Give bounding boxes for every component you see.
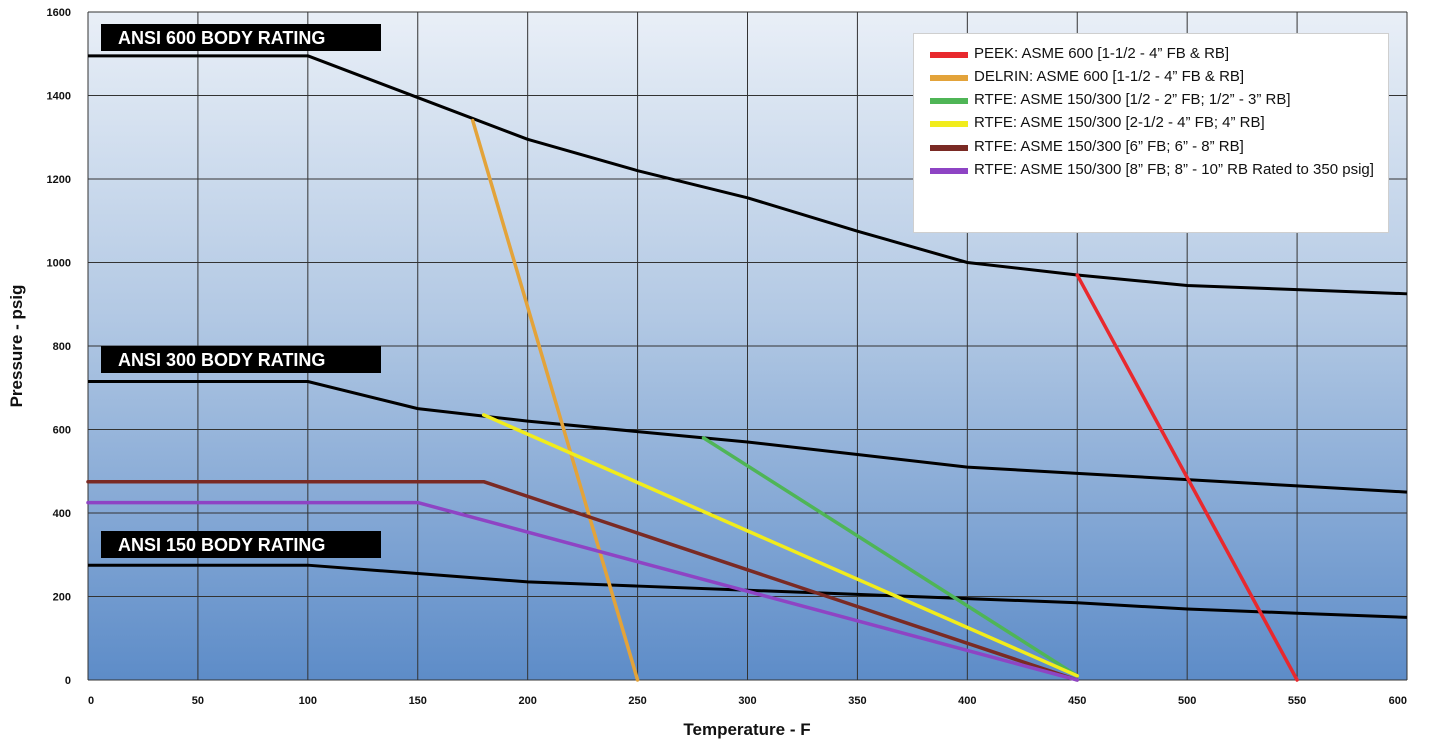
x-tick-label: 250 [628, 695, 646, 707]
y-tick-label: 0 [65, 675, 71, 687]
body-rating-label-box [101, 346, 381, 373]
legend-label: RTFE: ASME 150/300 [6” FB; 6” - 8” RB] [974, 138, 1244, 155]
series-line-1 [470, 118, 640, 682]
x-tick-label: 150 [409, 695, 427, 707]
legend-swatch [930, 168, 968, 174]
x-tick-label: 450 [1068, 695, 1086, 707]
y-tick-label: 1400 [47, 91, 71, 103]
legend-swatch [930, 75, 968, 81]
series-line-2 [701, 436, 1079, 678]
body-rating-line-1 [88, 379, 1408, 494]
x-tick-label: 100 [299, 695, 317, 707]
legend-swatch [930, 145, 968, 151]
legend-item: RTFE: ASME 150/300 [1/2 - 2” FB; 1/2” - … [930, 92, 1384, 108]
x-axis-title: Temperature - F [683, 720, 810, 739]
x-tick-label: 500 [1178, 695, 1196, 707]
y-tick-label: 1000 [47, 258, 71, 270]
legend-label: DELRIN: ASME 600 [1-1/2 - 4” FB & RB] [974, 68, 1245, 85]
x-tick-label: 50 [192, 695, 204, 707]
legend-swatch [930, 98, 968, 104]
x-tick-label: 600 [1389, 695, 1407, 707]
body-rating-line-0 [88, 54, 1408, 296]
legend-item: PEEK: ASME 600 [1-1/2 - 4” FB & RB] [930, 46, 1384, 62]
legend: PEEK: ASME 600 [1-1/2 - 4” FB & RB] DELRI… [913, 33, 1389, 233]
body-rating-label-box [101, 24, 381, 51]
series-line-5 [86, 500, 1079, 682]
body-rating-label: ANSI 300 BODY RATING [118, 350, 325, 370]
y-tick-label: 200 [53, 592, 71, 604]
x-tick-label: 200 [518, 695, 536, 707]
legend-item: RTFE: ASME 150/300 [8” FB; 8” - 10” RB R… [930, 162, 1384, 178]
body-rating-label: ANSI 150 BODY RATING [118, 535, 325, 555]
y-tick-label: 800 [53, 341, 71, 353]
legend-label: PEEK: ASME 600 [1-1/2 - 4” FB & RB] [974, 45, 1230, 62]
body-rating-label: ANSI 600 BODY RATING [118, 28, 325, 48]
body-rating-lines [88, 54, 1408, 619]
y-axis-title: Pressure - psig [7, 285, 26, 408]
y-tick-labels: 0 200 400 600 800 1000 1200 1400 1600 [47, 7, 71, 687]
series-line-0 [1075, 273, 1299, 682]
x-tick-label: 550 [1288, 695, 1306, 707]
series-line-4 [86, 479, 1079, 682]
legend-label: RTFE: ASME 150/300 [8” FB; 8” - 10” RB R… [974, 161, 1374, 178]
x-tick-label: 350 [848, 695, 866, 707]
legend-item: RTFE: ASME 150/300 [2-1/2 - 4” FB; 4” RB… [930, 115, 1384, 131]
legend-swatch [930, 52, 968, 58]
body-rating-label-box [101, 531, 381, 558]
y-tick-label: 400 [53, 508, 71, 520]
x-tick-label: 400 [958, 695, 976, 707]
series-line-3 [481, 413, 1079, 678]
legend-swatch [930, 121, 968, 127]
legend-item: DELRIN: ASME 600 [1-1/2 - 4” FB & RB] [930, 69, 1384, 85]
body-rating-line-2 [88, 563, 1408, 619]
series-lines [86, 118, 1299, 682]
y-tick-label: 1600 [47, 7, 71, 19]
x-tick-label: 300 [738, 695, 756, 707]
y-tick-label: 600 [53, 425, 71, 437]
x-tick-labels: 0 50 100 150 200 250 300 350 400 450 500 550 600 [88, 695, 1407, 707]
x-tick-label: 0 [88, 695, 94, 707]
y-tick-label: 1200 [47, 174, 71, 186]
body-rating-labels: ANSI 600 BODY RATING ANSI 300 BODY RATING… [101, 24, 381, 558]
legend-label: RTFE: ASME 150/300 [1/2 - 2” FB; 1/2” - … [974, 91, 1291, 108]
legend-label: RTFE: ASME 150/300 [2-1/2 - 4” FB; 4” RB… [974, 114, 1265, 131]
legend-item: RTFE: ASME 150/300 [6” FB; 6” - 8” RB] [930, 139, 1384, 155]
